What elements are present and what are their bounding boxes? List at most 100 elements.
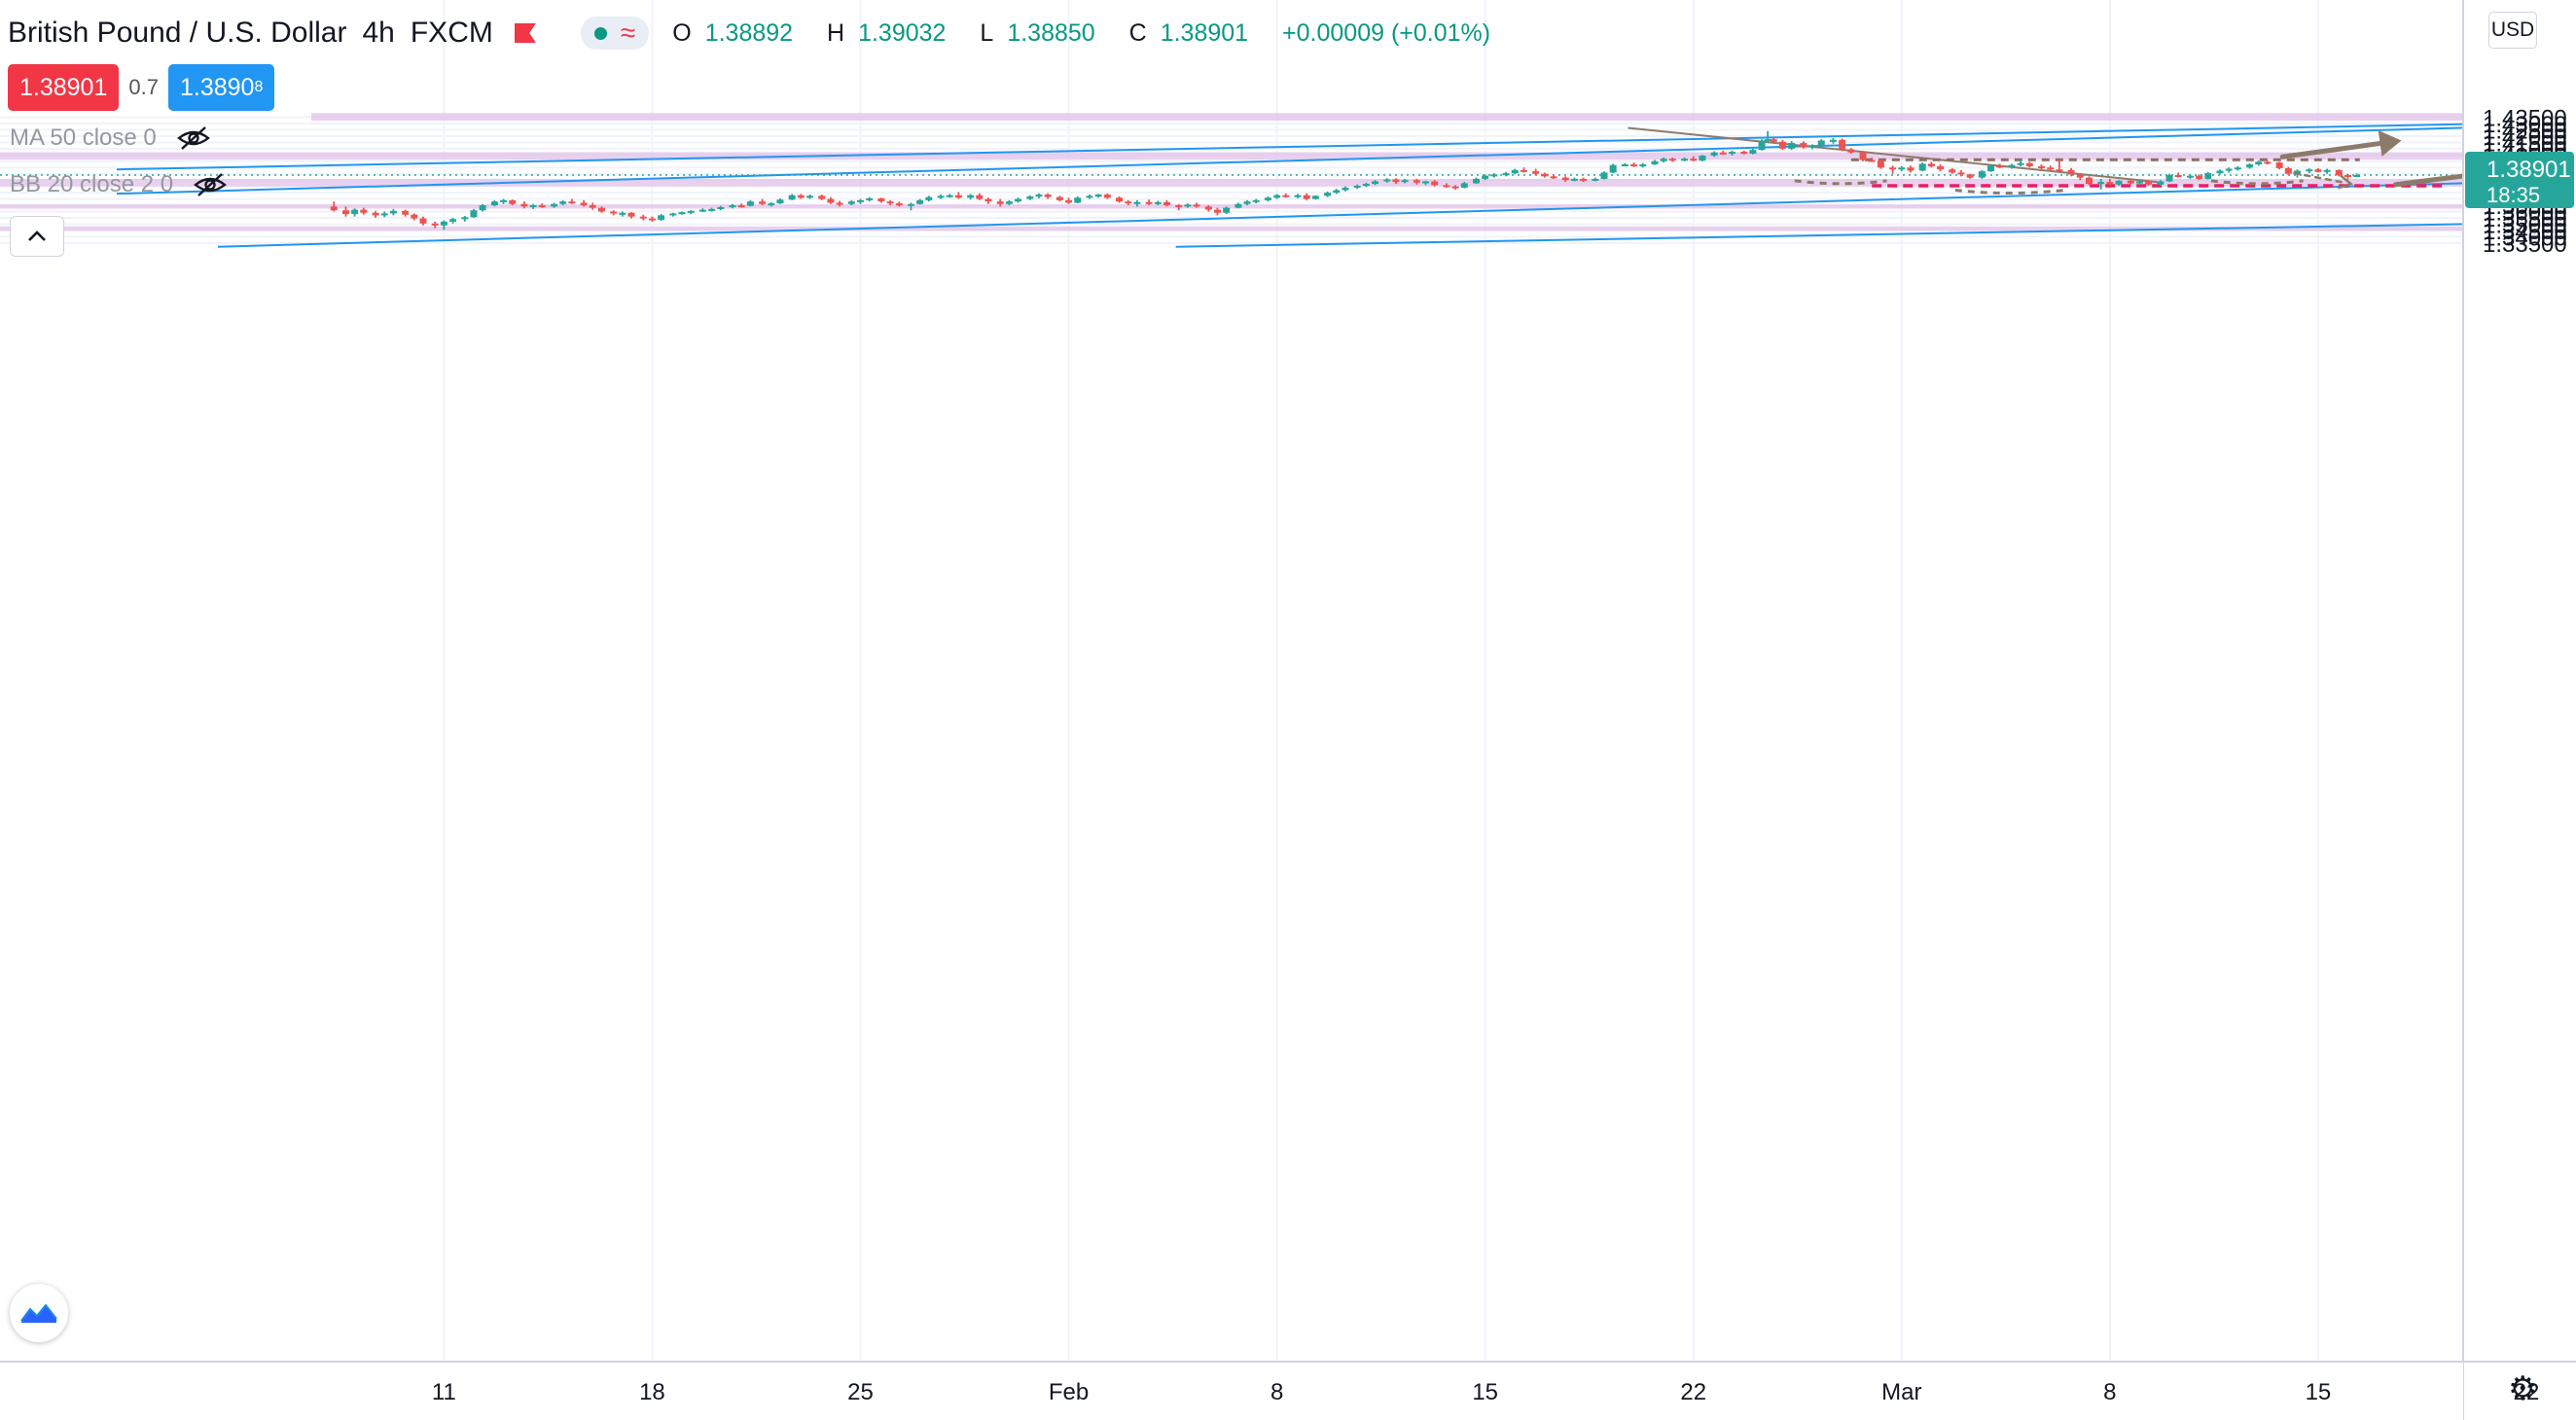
candle-body <box>1728 152 1735 155</box>
candle <box>341 206 349 217</box>
price-tick-label: 1.43500 <box>2483 106 2567 132</box>
candle <box>2025 161 2033 168</box>
candle-body <box>2196 175 2203 179</box>
candle-body <box>648 218 656 221</box>
time-tick-label: Mar <box>1881 1379 1921 1405</box>
candle <box>1681 157 1689 161</box>
price-tick-label: 1.33500 <box>2483 231 2567 258</box>
candle-body <box>1817 140 1825 146</box>
candle-body <box>818 195 826 199</box>
candle-body <box>372 212 379 216</box>
candle <box>1907 165 1914 173</box>
candle-body <box>1550 176 1557 179</box>
candle-body <box>1966 174 1974 178</box>
candle-body <box>1927 163 1935 166</box>
source-label: FXCM <box>410 17 493 49</box>
candle-body <box>1175 205 1183 208</box>
candle-body <box>1592 178 1599 181</box>
candle <box>1728 150 1735 156</box>
candle-body <box>479 205 486 211</box>
candle <box>1015 197 1022 203</box>
candle-body <box>1362 184 1370 187</box>
candle-body <box>916 199 924 204</box>
candle-body <box>1847 149 1855 153</box>
candle-body <box>1600 172 1608 179</box>
candle-body <box>2353 175 2361 178</box>
tradingview-logo-icon[interactable] <box>10 1284 68 1342</box>
candle-body <box>1473 178 1481 184</box>
candle <box>866 196 874 202</box>
candle-body <box>1422 181 1430 184</box>
candle <box>1660 157 1667 163</box>
candle-body <box>1333 190 1341 194</box>
time-tick-label: 15 <box>1472 1379 1498 1405</box>
candle <box>520 201 528 209</box>
candle-body <box>996 201 1004 204</box>
current-price-tag <box>2465 152 2574 209</box>
collapse-legend-button[interactable] <box>10 216 64 257</box>
candle <box>1800 141 1807 149</box>
candle-body <box>1957 172 1965 175</box>
indicator-bb[interactable]: BB 20 close 2 0 <box>10 171 228 198</box>
flag-icon[interactable] <box>514 23 536 43</box>
arrow-head <box>2378 130 2402 157</box>
candle <box>1764 130 1771 143</box>
candle <box>1600 171 1608 180</box>
candle-body <box>1163 201 1170 206</box>
candle <box>1829 137 1837 144</box>
candle-body <box>1055 196 1063 200</box>
currency-button[interactable]: USD <box>2488 12 2537 49</box>
candle-body <box>1520 169 1527 172</box>
candle <box>1213 207 1221 216</box>
candle-body <box>351 209 359 215</box>
candle <box>589 202 596 210</box>
sell-button[interactable]: 1.38901 <box>8 64 120 111</box>
candle-body <box>1086 195 1093 198</box>
price-tick-label: 1.42500 <box>2483 118 2567 144</box>
candle <box>1401 178 1409 184</box>
eye-hidden-icon[interactable] <box>176 125 211 151</box>
indicator-ma[interactable]: MA 50 close 0 <box>10 124 211 152</box>
candle <box>1877 159 1884 169</box>
candle <box>330 201 338 212</box>
symbol-title[interactable]: British Pound / U.S. Dollar <box>8 17 347 49</box>
candle-body <box>1154 201 1162 204</box>
candle <box>1005 199 1013 206</box>
candle <box>1490 173 1498 178</box>
candle-body <box>1758 140 1766 151</box>
buy-button[interactable]: 1.3890 8 <box>167 64 275 111</box>
candle <box>916 198 924 205</box>
candle <box>2196 174 2203 181</box>
candle <box>776 197 784 204</box>
settings-gear-icon[interactable]: ⚙ <box>2508 1370 2538 1407</box>
candle <box>1668 157 1676 162</box>
candle-body <box>1918 163 1926 171</box>
candle <box>1451 185 1459 190</box>
close-label: C <box>1128 18 1147 47</box>
candle <box>984 197 992 204</box>
candle <box>1145 199 1153 206</box>
candle <box>2127 179 2134 185</box>
candle <box>1264 195 1271 202</box>
candle <box>1937 164 1945 172</box>
candle-body <box>2038 165 2046 168</box>
candle <box>746 199 754 207</box>
candle-body <box>1116 197 1124 202</box>
timeframe-label[interactable]: 4h <box>362 17 395 49</box>
candle-body <box>2174 175 2182 178</box>
candle <box>1918 162 1926 172</box>
eye-hidden-icon[interactable] <box>193 172 228 197</box>
market-status-pill[interactable]: ≈ <box>580 17 650 50</box>
candle <box>1592 177 1599 182</box>
candle <box>360 207 368 215</box>
candle <box>1580 177 1588 183</box>
candle <box>1324 191 1332 197</box>
candle <box>669 212 677 217</box>
candle <box>619 211 626 217</box>
candle-body <box>610 211 618 214</box>
buy-price-sup: 8 <box>254 79 264 95</box>
candle <box>1570 177 1578 182</box>
candle <box>2157 180 2165 187</box>
candle-body <box>619 212 626 215</box>
